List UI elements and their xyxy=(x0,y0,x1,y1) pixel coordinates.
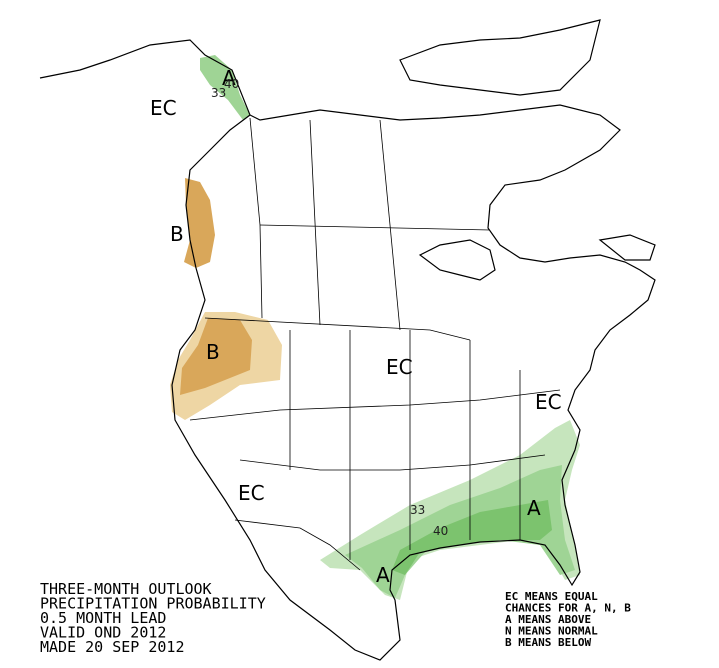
below-region xyxy=(180,318,252,395)
border xyxy=(289,330,521,560)
map-label: A xyxy=(527,496,541,520)
coastline xyxy=(598,234,656,261)
above-region xyxy=(392,500,552,575)
map-label: EC xyxy=(535,390,562,414)
legend-line: CHANCES FOR A, N, B xyxy=(505,602,631,615)
contour-label: 40 xyxy=(433,524,448,538)
legend-line: B MEANS BELOW xyxy=(505,636,591,649)
legend-line: EC MEANS EQUAL xyxy=(505,590,598,603)
coastline xyxy=(399,19,601,96)
map-label: B xyxy=(170,222,184,246)
border xyxy=(234,519,361,571)
legend-line: A MEANS ABOVE xyxy=(505,613,591,626)
above-region xyxy=(200,55,250,120)
title-line: PRECIPITATION PROBABILITY xyxy=(40,595,266,613)
title-line: THREE-MONTH OUTLOOK xyxy=(40,580,212,598)
contour-label: 40 xyxy=(224,77,239,91)
title-line: VALID OND 2012 xyxy=(40,624,166,642)
coastline xyxy=(39,39,656,661)
map-label: A xyxy=(222,66,236,90)
border xyxy=(259,119,491,331)
map-label: EC xyxy=(238,481,265,505)
contour-label: 33 xyxy=(410,503,425,517)
map-label: A xyxy=(376,563,390,587)
coastline xyxy=(418,239,496,281)
legend-line: N MEANS NORMAL xyxy=(505,625,598,638)
border xyxy=(204,317,471,341)
title-line: 0.5 MONTH LEAD xyxy=(40,609,166,627)
map-label: B xyxy=(206,340,220,364)
title-line: MADE 20 SEP 2012 xyxy=(40,638,185,656)
border xyxy=(239,454,546,471)
map-label: EC xyxy=(150,96,177,120)
map-label: EC xyxy=(386,355,413,379)
contour-label: 33 xyxy=(211,86,226,100)
